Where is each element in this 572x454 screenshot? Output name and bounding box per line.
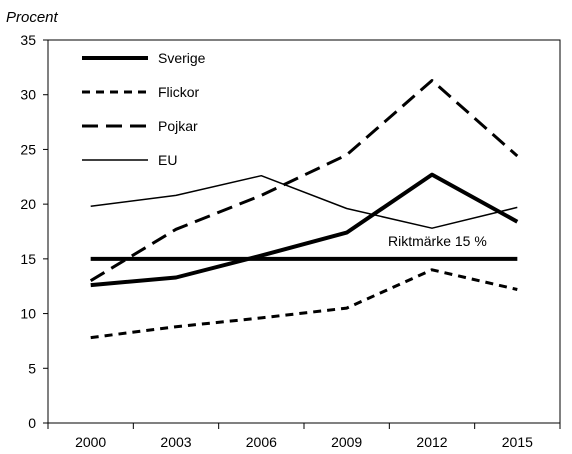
- legend-label: Pojkar: [158, 118, 198, 134]
- series-line-eu: [90, 174, 518, 229]
- series-line-pojkar: [89, 79, 519, 282]
- x-tick-label: 2012: [416, 434, 447, 450]
- y-tick-label: 30: [20, 87, 36, 103]
- x-tick-label: 2003: [160, 434, 191, 450]
- plot-frame: [47, 39, 561, 424]
- legend-label: EU: [158, 152, 177, 168]
- y-axis-title: Procent: [6, 9, 59, 26]
- y-tick-label: 0: [28, 415, 36, 431]
- y-tick-label: 15: [20, 251, 36, 267]
- x-tick-label: 2006: [246, 434, 277, 450]
- series-line-sverige: [90, 172, 519, 288]
- series-line-flickor: [90, 268, 518, 340]
- y-tick-label: 10: [20, 306, 36, 322]
- reference-line-group: Riktmärke 15 %: [90, 233, 518, 261]
- x-tick-label: 2009: [331, 434, 362, 450]
- y-tick-label: 20: [20, 196, 36, 212]
- x-tick-label: 2015: [502, 434, 533, 450]
- x-axis: 2000 2003 2006 2009 2012 2015: [47, 423, 561, 450]
- legend-label: Sverige: [158, 50, 206, 66]
- y-axis: 0 5 10 15 20 25 30 35: [20, 32, 48, 431]
- series-lines: [89, 79, 519, 340]
- reference-line-label: Riktmärke 15 %: [388, 233, 487, 249]
- y-tick-label: 35: [20, 32, 36, 48]
- legend-label: Flickor: [158, 84, 200, 100]
- legend: Sverige Flickor Pojkar EU: [82, 50, 206, 168]
- y-tick-label: 25: [20, 141, 36, 157]
- x-tick-label: 2000: [75, 434, 106, 450]
- y-tick-label: 5: [28, 360, 36, 376]
